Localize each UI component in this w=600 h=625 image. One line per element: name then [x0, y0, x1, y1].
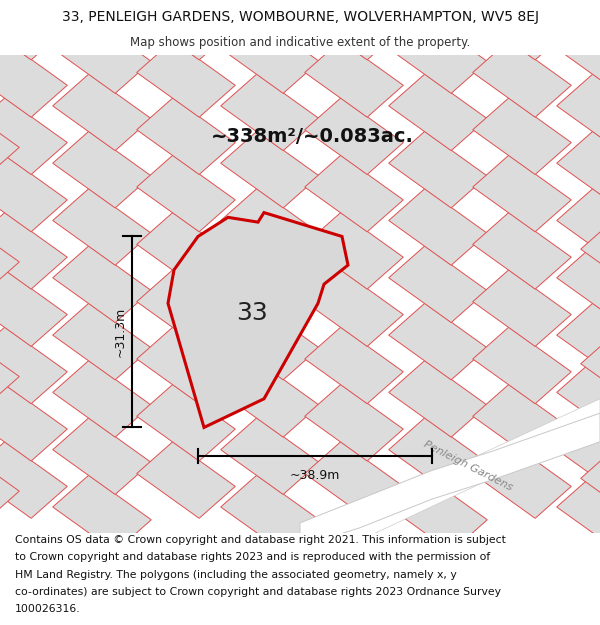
Polygon shape — [389, 246, 487, 322]
Polygon shape — [221, 361, 319, 437]
Polygon shape — [137, 270, 235, 346]
Polygon shape — [221, 17, 319, 93]
Polygon shape — [0, 327, 67, 404]
Polygon shape — [389, 17, 487, 93]
Polygon shape — [137, 0, 235, 60]
Polygon shape — [473, 442, 571, 518]
PathPatch shape — [300, 413, 600, 547]
Polygon shape — [137, 327, 235, 404]
Polygon shape — [221, 131, 319, 208]
Text: ~31.3m: ~31.3m — [113, 307, 127, 357]
Polygon shape — [473, 98, 571, 174]
Polygon shape — [305, 155, 403, 232]
Polygon shape — [389, 189, 487, 265]
Polygon shape — [0, 98, 67, 174]
Polygon shape — [221, 418, 319, 494]
Polygon shape — [0, 270, 67, 346]
Polygon shape — [389, 74, 487, 151]
Polygon shape — [305, 0, 403, 60]
Polygon shape — [0, 155, 67, 232]
Polygon shape — [389, 475, 487, 552]
Polygon shape — [581, 332, 600, 409]
Polygon shape — [557, 246, 600, 322]
Polygon shape — [0, 0, 67, 60]
Polygon shape — [473, 155, 571, 232]
Text: Penleigh Gardens: Penleigh Gardens — [422, 439, 514, 493]
Polygon shape — [53, 189, 151, 265]
Polygon shape — [557, 131, 600, 208]
Polygon shape — [53, 475, 151, 552]
Polygon shape — [221, 246, 319, 322]
Polygon shape — [473, 0, 571, 60]
Polygon shape — [0, 442, 67, 518]
Polygon shape — [557, 303, 600, 380]
Polygon shape — [221, 303, 319, 380]
Polygon shape — [557, 17, 600, 93]
Polygon shape — [473, 327, 571, 404]
Text: co-ordinates) are subject to Crown copyright and database rights 2023 Ordnance S: co-ordinates) are subject to Crown copyr… — [15, 587, 501, 597]
Text: ~338m²/~0.083ac.: ~338m²/~0.083ac. — [211, 127, 413, 146]
Polygon shape — [473, 213, 571, 289]
Text: to Crown copyright and database rights 2023 and is reproduced with the permissio: to Crown copyright and database rights 2… — [15, 552, 490, 562]
Polygon shape — [389, 361, 487, 437]
Polygon shape — [473, 270, 571, 346]
Polygon shape — [137, 384, 235, 461]
Polygon shape — [53, 246, 151, 322]
Polygon shape — [557, 475, 600, 552]
Polygon shape — [53, 361, 151, 437]
Polygon shape — [0, 446, 19, 523]
Polygon shape — [305, 98, 403, 174]
Polygon shape — [312, 399, 600, 552]
Polygon shape — [53, 131, 151, 208]
Polygon shape — [305, 384, 403, 461]
Polygon shape — [137, 98, 235, 174]
Polygon shape — [473, 384, 571, 461]
Polygon shape — [0, 217, 19, 294]
Polygon shape — [53, 74, 151, 151]
Polygon shape — [53, 17, 151, 93]
Text: ~38.9m: ~38.9m — [290, 469, 340, 482]
Polygon shape — [53, 303, 151, 380]
Polygon shape — [557, 74, 600, 151]
Polygon shape — [0, 213, 67, 289]
Text: 100026316.: 100026316. — [15, 604, 80, 614]
Polygon shape — [0, 41, 67, 118]
Polygon shape — [581, 446, 600, 523]
Polygon shape — [473, 41, 571, 118]
Polygon shape — [137, 442, 235, 518]
Polygon shape — [137, 213, 235, 289]
Polygon shape — [389, 131, 487, 208]
Text: HM Land Registry. The polygons (including the associated geometry, namely x, y: HM Land Registry. The polygons (includin… — [15, 569, 457, 579]
Polygon shape — [557, 418, 600, 494]
Polygon shape — [137, 41, 235, 118]
Polygon shape — [557, 189, 600, 265]
Polygon shape — [581, 217, 600, 294]
Polygon shape — [0, 102, 19, 179]
Polygon shape — [0, 332, 19, 409]
Text: Map shows position and indicative extent of the property.: Map shows position and indicative extent… — [130, 36, 470, 49]
Polygon shape — [389, 418, 487, 494]
Text: 33: 33 — [236, 301, 268, 325]
Polygon shape — [53, 418, 151, 494]
Text: 33, PENLEIGH GARDENS, WOMBOURNE, WOLVERHAMPTON, WV5 8EJ: 33, PENLEIGH GARDENS, WOMBOURNE, WOLVERH… — [62, 9, 539, 24]
Polygon shape — [305, 41, 403, 118]
Polygon shape — [305, 270, 403, 346]
Polygon shape — [221, 475, 319, 552]
Polygon shape — [305, 327, 403, 404]
Polygon shape — [0, 384, 67, 461]
Polygon shape — [137, 155, 235, 232]
Polygon shape — [305, 442, 403, 518]
Polygon shape — [168, 213, 348, 428]
Polygon shape — [221, 189, 319, 265]
Polygon shape — [221, 74, 319, 151]
Polygon shape — [389, 303, 487, 380]
Polygon shape — [305, 213, 403, 289]
Polygon shape — [557, 361, 600, 437]
Text: Contains OS data © Crown copyright and database right 2021. This information is : Contains OS data © Crown copyright and d… — [15, 535, 506, 545]
